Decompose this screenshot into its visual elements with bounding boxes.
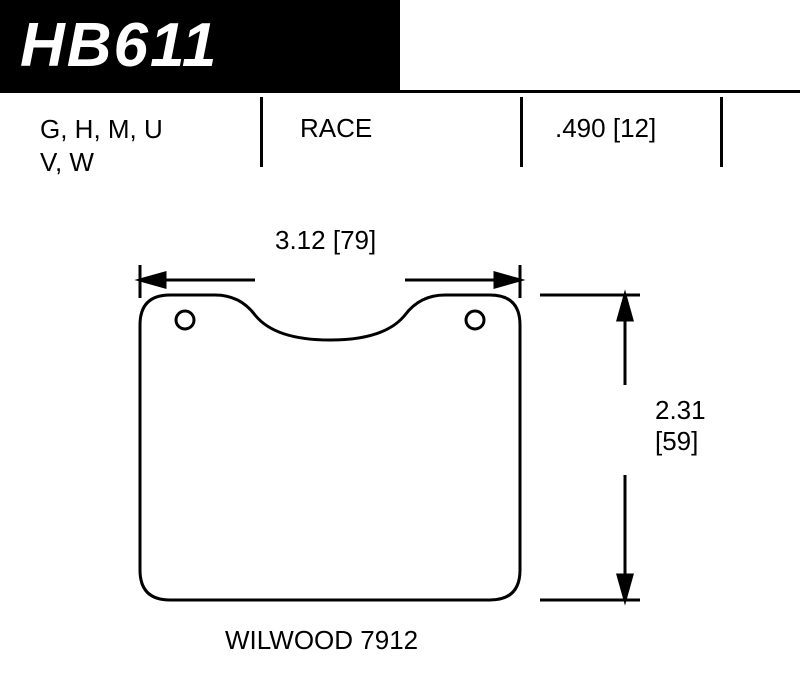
technical-drawing: [0, 0, 800, 691]
height-dimension: [540, 295, 640, 600]
width-dimension: [140, 265, 520, 298]
brake-pad-outline: [140, 295, 520, 600]
